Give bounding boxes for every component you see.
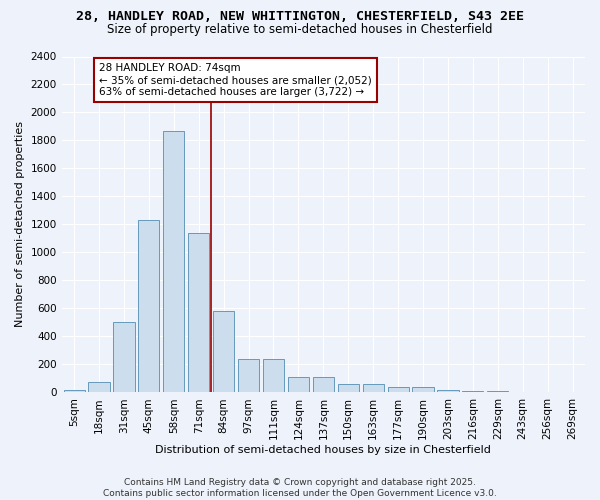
Bar <box>213 312 234 392</box>
Bar <box>238 359 259 392</box>
Y-axis label: Number of semi-detached properties: Number of semi-detached properties <box>15 122 25 328</box>
Bar <box>88 382 110 392</box>
Text: Contains HM Land Registry data © Crown copyright and database right 2025.
Contai: Contains HM Land Registry data © Crown c… <box>103 478 497 498</box>
Bar <box>437 390 458 392</box>
Bar <box>288 377 309 392</box>
Bar <box>113 322 134 392</box>
Bar <box>412 387 434 392</box>
Bar <box>388 387 409 392</box>
X-axis label: Distribution of semi-detached houses by size in Chesterfield: Distribution of semi-detached houses by … <box>155 445 491 455</box>
Bar <box>263 359 284 392</box>
Bar <box>313 377 334 392</box>
Bar <box>188 233 209 392</box>
Bar <box>338 384 359 392</box>
Text: Size of property relative to semi-detached houses in Chesterfield: Size of property relative to semi-detach… <box>107 22 493 36</box>
Bar <box>487 391 508 392</box>
Text: 28, HANDLEY ROAD, NEW WHITTINGTON, CHESTERFIELD, S43 2EE: 28, HANDLEY ROAD, NEW WHITTINGTON, CHEST… <box>76 10 524 23</box>
Bar <box>64 390 85 392</box>
Bar <box>462 391 484 392</box>
Bar <box>163 130 184 392</box>
Text: 28 HANDLEY ROAD: 74sqm
← 35% of semi-detached houses are smaller (2,052)
63% of : 28 HANDLEY ROAD: 74sqm ← 35% of semi-det… <box>99 64 372 96</box>
Bar <box>138 220 160 392</box>
Bar <box>362 384 384 392</box>
